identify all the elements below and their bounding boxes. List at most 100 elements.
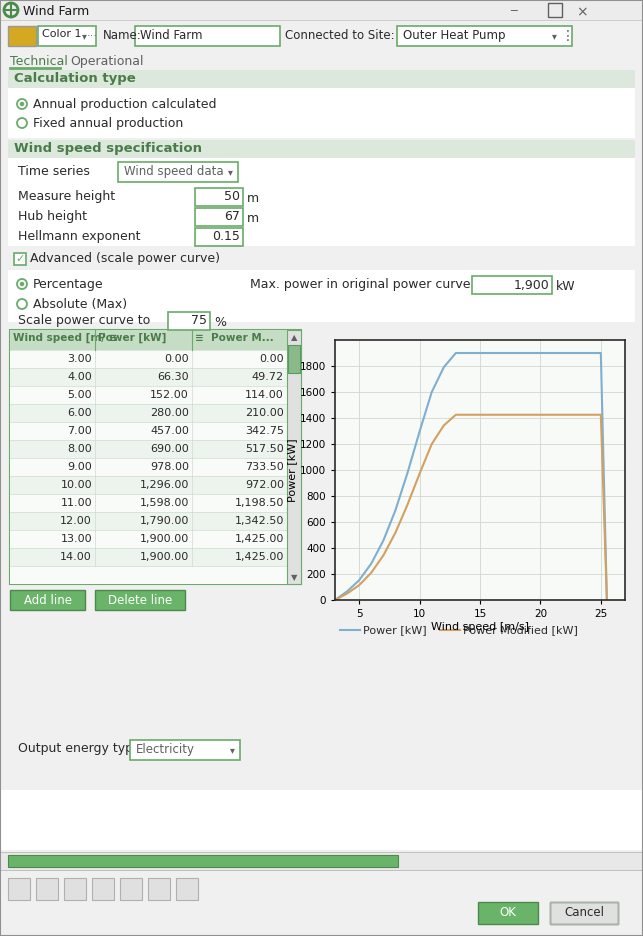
Bar: [0, 870, 643, 871]
Bar: [195, 188, 243, 206]
Text: Wind speed [m/ ≡: Wind speed [m/ ≡: [13, 333, 118, 344]
Bar: [195, 208, 243, 226]
Text: 152.00: 152.00: [150, 390, 189, 400]
Text: 0.15: 0.15: [212, 230, 240, 243]
Bar: [10, 350, 287, 368]
Text: 0.00: 0.00: [165, 354, 189, 364]
Bar: [10, 330, 287, 350]
Bar: [0, 730, 643, 790]
Text: 114.00: 114.00: [245, 390, 284, 400]
Text: %: %: [214, 316, 226, 329]
Bar: [14, 253, 26, 265]
Bar: [8, 158, 635, 246]
Text: ≡  Power M...: ≡ Power M...: [195, 333, 274, 343]
Bar: [10, 422, 287, 440]
Bar: [176, 878, 198, 900]
Text: 978.00: 978.00: [150, 462, 189, 472]
Text: Fixed annual production: Fixed annual production: [33, 117, 183, 130]
Text: 10.00: 10.00: [60, 480, 92, 490]
Text: 1,342.50: 1,342.50: [235, 516, 284, 526]
Bar: [0, 852, 643, 870]
Text: Operational: Operational: [70, 55, 143, 68]
Text: ▾: ▾: [552, 31, 556, 41]
Text: 1,790.00: 1,790.00: [140, 516, 189, 526]
Text: 14.00: 14.00: [60, 552, 92, 562]
Text: ▲: ▲: [291, 333, 297, 343]
Bar: [95, 590, 185, 610]
Text: ▼: ▼: [291, 574, 297, 582]
Bar: [10, 368, 287, 386]
Text: 0.00: 0.00: [259, 354, 284, 364]
Bar: [120, 878, 142, 900]
Text: ✓: ✓: [15, 254, 24, 264]
Text: Electricity: Electricity: [136, 743, 195, 756]
Bar: [8, 88, 635, 138]
Bar: [10, 530, 287, 548]
Text: Power Modified [kW]: Power Modified [kW]: [463, 625, 578, 635]
Text: ─: ─: [510, 5, 517, 15]
Text: 457.00: 457.00: [150, 426, 189, 436]
Text: Delete line: Delete line: [108, 593, 172, 607]
Text: 5.00: 5.00: [68, 390, 92, 400]
Bar: [397, 26, 572, 46]
Circle shape: [20, 102, 24, 107]
Text: 1,296.00: 1,296.00: [140, 480, 189, 490]
Bar: [288, 345, 300, 373]
Text: Color 1: Color 1: [42, 29, 82, 39]
Text: 7.00: 7.00: [68, 426, 92, 436]
X-axis label: Wind speed [m/s]: Wind speed [m/s]: [431, 622, 529, 632]
Circle shape: [20, 282, 24, 286]
Text: 67: 67: [224, 211, 240, 224]
Text: 8.00: 8.00: [68, 444, 92, 454]
Text: ×: ×: [576, 5, 588, 19]
Text: Annual production calculated: Annual production calculated: [33, 98, 217, 111]
Text: Time series: Time series: [18, 165, 90, 178]
Text: Outer Heat Pump: Outer Heat Pump: [403, 29, 505, 42]
Bar: [10, 476, 287, 494]
Bar: [0, 0, 643, 20]
Text: 1,598.00: 1,598.00: [140, 498, 189, 508]
Bar: [10, 494, 287, 512]
Text: 1,425.00: 1,425.00: [235, 534, 284, 544]
Bar: [8, 248, 635, 270]
Text: Wind Farm: Wind Farm: [140, 29, 203, 42]
Text: ▾: ▾: [230, 745, 235, 755]
Bar: [10, 330, 301, 584]
Text: 1,900.00: 1,900.00: [140, 552, 189, 562]
Bar: [168, 312, 210, 330]
Text: Advanced (scale power curve): Advanced (scale power curve): [30, 252, 220, 265]
Bar: [8, 70, 635, 88]
Text: Calculation type: Calculation type: [14, 72, 136, 85]
Bar: [130, 740, 240, 760]
Text: 972.00: 972.00: [245, 480, 284, 490]
Bar: [548, 3, 562, 17]
Bar: [10, 548, 287, 566]
Bar: [287, 330, 301, 584]
Text: Cancel: Cancel: [564, 906, 604, 919]
Bar: [10, 590, 85, 610]
Bar: [10, 440, 287, 458]
Bar: [36, 878, 58, 900]
Text: 49.72: 49.72: [252, 372, 284, 382]
Text: 517.50: 517.50: [245, 444, 284, 454]
Bar: [8, 270, 635, 322]
Bar: [195, 228, 243, 246]
Bar: [8, 855, 398, 867]
Text: m: m: [247, 212, 259, 225]
Text: Absolute (Max): Absolute (Max): [33, 298, 127, 311]
Text: 4.00: 4.00: [68, 372, 92, 382]
Bar: [472, 276, 552, 294]
Text: 3.00: 3.00: [68, 354, 92, 364]
Text: ▾: ▾: [82, 31, 86, 41]
Bar: [0, 52, 643, 70]
Text: Output energy type: Output energy type: [18, 742, 141, 755]
Bar: [10, 386, 287, 404]
Text: 66.30: 66.30: [158, 372, 189, 382]
Text: 342.75: 342.75: [245, 426, 284, 436]
Text: Power [kW]: Power [kW]: [363, 625, 426, 635]
Text: 12.00: 12.00: [60, 516, 92, 526]
Text: Wind speed data: Wind speed data: [124, 166, 224, 179]
Text: Name:: Name:: [103, 29, 141, 42]
Text: Hub height: Hub height: [18, 210, 87, 223]
Text: ⋮: ⋮: [561, 29, 575, 43]
